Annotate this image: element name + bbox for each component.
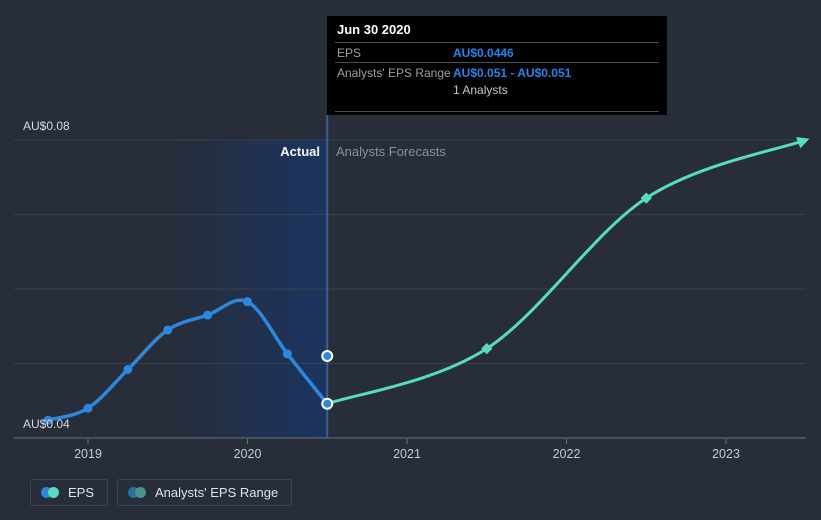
x-axis-label: 2023 [712,447,740,461]
forecast-data-point[interactable] [640,192,652,204]
tooltip-date: Jun 30 2020 [337,22,411,37]
eps-highlight-point[interactable] [321,397,334,410]
eps-data-point[interactable] [203,310,213,320]
analysts-range-series-icon [128,487,147,498]
eps-actual-line [46,298,329,422]
tooltip-divider [335,42,659,43]
actual-zone-label: Actual [280,144,320,159]
chart-legend: EPS Analysts' EPS Range [30,479,293,506]
tooltip-row-eps: EPS AU$0.0446 [327,43,667,62]
tooltip-row-range: Analysts' EPS Range AU$0.051 - AU$0.051 [327,63,667,82]
eps-data-point[interactable] [243,297,252,307]
forecast-zone-label: Analysts Forecasts [336,144,446,159]
tooltip-analyst-count: 1 Analysts [453,83,508,97]
eps-series-icon [41,487,59,498]
legend-range-label: Analysts' EPS Range [155,485,279,500]
tooltip-eps-label: EPS [337,46,362,60]
eps-data-point[interactable] [83,403,93,413]
y-axis-label: AU$0.04 [23,417,70,431]
x-axis-label: 2020 [233,447,262,461]
legend-item[interactable]: EPS [30,479,109,506]
tooltip-divider [335,62,659,63]
forecast-line [325,138,808,406]
analysts-range-highlight-point[interactable] [321,350,334,363]
tooltip-divider [335,111,659,112]
eps-data-point[interactable] [43,415,53,425]
y-axis-label: AU$0.08 [23,119,70,133]
x-axis-label: 2022 [552,447,581,461]
eps-data-point[interactable] [163,325,173,335]
legend-eps-label: EPS [68,485,95,500]
eps-data-point[interactable] [123,364,133,374]
chart-tooltip: Jun 30 2020 EPS AU$0.0446 Analysts' EPS … [327,16,667,115]
x-axis-label: 2021 [393,447,421,461]
tooltip-range-label: Analysts' EPS Range [337,66,451,80]
tooltip-eps-value: AU$0.0446 [453,46,514,60]
forecast-data-point[interactable] [481,342,493,355]
tooltip-range-value: AU$0.051 - AU$0.051 [453,66,572,80]
x-axis-label: 2019 [74,447,102,461]
forecast-arrow-head [796,137,810,149]
legend-item[interactable]: Analysts' EPS Range [117,479,293,506]
eps-data-point[interactable] [282,349,292,359]
